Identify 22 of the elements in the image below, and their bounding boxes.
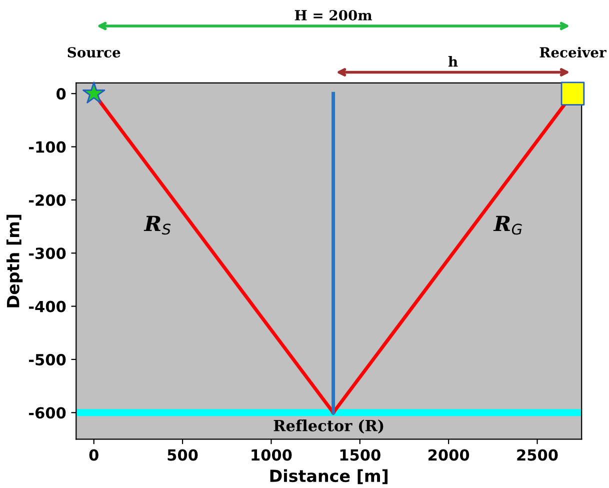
text: h bbox=[448, 56, 458, 67]
x-tick-label: 2500 bbox=[517, 449, 558, 461]
x-axis-title: Distance [m] bbox=[270, 469, 388, 484]
x-tick-label: 1000 bbox=[252, 449, 292, 461]
y-tick-label: -400 bbox=[29, 300, 66, 312]
series-label: R$_{S}$ bbox=[144, 216, 171, 235]
y-tick-label: -600 bbox=[29, 407, 66, 419]
x-tick-label: 2000 bbox=[428, 449, 470, 461]
y-tick-label: 0 bbox=[56, 88, 66, 100]
text: Source bbox=[68, 47, 120, 58]
x-tick-label: 500 bbox=[168, 449, 198, 461]
y-axis-title: Depth [m] bbox=[6, 214, 23, 308]
series-label: R$_{G}$ bbox=[493, 216, 522, 235]
y-tick-label: -300 bbox=[29, 248, 66, 260]
x-tick-label: 0 bbox=[89, 449, 98, 461]
text: H = 200m bbox=[294, 10, 372, 20]
ref-line-label: Reflector (R) bbox=[274, 420, 384, 434]
y-tick-label: -500 bbox=[29, 354, 66, 366]
text: Receiver bbox=[540, 46, 606, 58]
x-tick-label: 1500 bbox=[340, 449, 380, 461]
y-tick-label: -100 bbox=[29, 141, 66, 153]
y-tick-label: -200 bbox=[29, 194, 66, 206]
